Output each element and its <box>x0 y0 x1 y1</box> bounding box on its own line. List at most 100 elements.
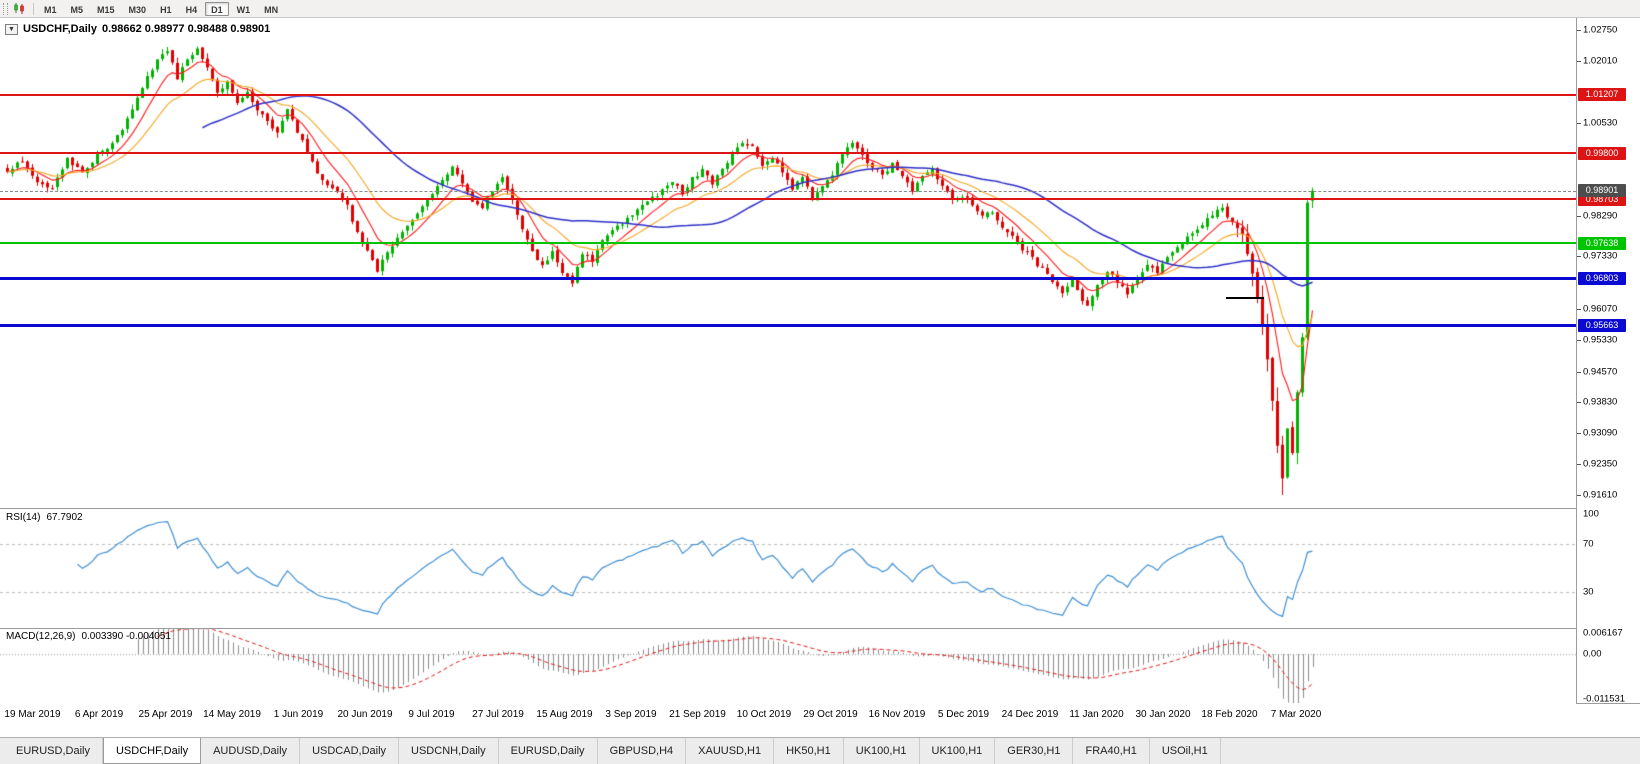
date-label: 14 May 2019 <box>203 709 261 720</box>
current-price-line <box>0 190 1576 192</box>
date-label: 18 Feb 2020 <box>1201 709 1258 720</box>
date-label: 21 Sep 2019 <box>669 709 726 720</box>
trendline-segment[interactable] <box>1226 297 1264 300</box>
macd-panel-separator[interactable] <box>0 628 1640 629</box>
chart-objects-layer <box>0 93 1576 328</box>
price-tick-label: 1.00530 <box>1583 117 1618 129</box>
price-tick-mark <box>1577 495 1581 497</box>
toolbar-grip[interactable] <box>3 2 8 15</box>
price-tick-label: 0.91610 <box>1583 489 1618 501</box>
date-label: 29 Oct 2019 <box>803 709 858 720</box>
date-label: 30 Jan 2020 <box>1135 709 1191 720</box>
timeframe-button-h4[interactable]: H4 <box>185 4 198 15</box>
date-label: 15 Aug 2019 <box>536 709 593 720</box>
date-label: 6 Apr 2019 <box>74 709 124 720</box>
support-line[interactable] <box>0 324 1576 328</box>
price-badge-support: 0.96803 <box>1578 271 1626 285</box>
date-label: 24 Dec 2019 <box>1001 709 1059 720</box>
resistance-line[interactable] <box>0 198 1576 201</box>
chart-tab-audusd-daily[interactable]: AUDUSD,Daily <box>201 738 301 764</box>
chart-tab-eurusd-daily[interactable]: EURUSD,Daily <box>498 738 598 764</box>
timeframe-button-h1[interactable]: H1 <box>160 4 172 15</box>
price-badge-support: 0.95663 <box>1578 319 1626 333</box>
collapse-indicators-button[interactable]: ▼ <box>5 23 18 35</box>
price-tick-label: 0.93090 <box>1583 427 1618 439</box>
chart-tab-usdcad-daily[interactable]: USDCAD,Daily <box>300 738 400 764</box>
price-tick-mark <box>1577 433 1581 435</box>
chart-tab-uk100-h1[interactable]: UK100,H1 <box>843 738 920 764</box>
chart-tab-hk50-h1[interactable]: HK50,H1 <box>774 738 844 764</box>
chart-tab-xauusd-h1[interactable]: XAUUSD,H1 <box>686 738 775 764</box>
macd-indicator-canvas[interactable] <box>0 628 1576 703</box>
date-label: 16 Nov 2019 <box>868 709 926 720</box>
price-badge-resistance: 1.01207 <box>1578 88 1626 101</box>
macd-scale-label: 0.00 <box>1583 648 1602 660</box>
price-badge-support: 0.97638 <box>1578 236 1626 250</box>
price-tick-mark <box>1577 60 1581 62</box>
date-axis[interactable]: 19 Mar 2019 6 Apr 2019 25 Apr 2019 14 May 2… <box>0 703 1576 737</box>
support-line[interactable] <box>0 242 1576 245</box>
timeframe-button-m1[interactable]: M1 <box>44 4 57 15</box>
timeframe-toolbar: M1 M5 M15 M30 H1 H4 D1 W1 MN <box>0 0 1640 18</box>
chart-tab-eurusd-daily[interactable]: EURUSD,Daily <box>4 738 103 764</box>
chart-tab-fra40-h1[interactable]: FRA40,H1 <box>1073 738 1150 764</box>
rsi-indicator-canvas[interactable] <box>0 508 1576 628</box>
rsi-name: RSI(14) <box>6 512 41 523</box>
rsi-scale-label: 30 <box>1583 586 1594 598</box>
price-tick-label: 0.94570 <box>1583 366 1618 378</box>
toolbar-separator <box>33 2 34 15</box>
rsi-panel-separator[interactable] <box>0 508 1640 509</box>
timeframe-button-m30[interactable]: M30 <box>128 4 147 15</box>
price-tick-label: 0.96070 <box>1583 303 1618 315</box>
chart-tab-gbpusd-h4[interactable]: GBPUSD,H4 <box>597 738 687 764</box>
date-label: 1 Jun 2019 <box>273 709 324 720</box>
support-line[interactable] <box>0 276 1576 280</box>
date-label: 27 Jul 2019 <box>472 709 524 720</box>
chart-tab-usdcnh-daily[interactable]: USDCNH,Daily <box>399 738 499 764</box>
price-tick-mark <box>1577 216 1581 218</box>
price-tick-mark <box>1577 30 1581 32</box>
resistance-line[interactable] <box>0 152 1576 155</box>
price-axis-separator <box>1576 18 1577 703</box>
date-label: 9 Jul 2019 <box>408 709 455 720</box>
candlestick-chart-canvas[interactable] <box>0 18 1576 508</box>
timeframe-button-d1[interactable]: D1 <box>205 1 229 16</box>
timeframe-button-w1[interactable]: W1 <box>236 4 251 15</box>
timeframe-button-m5[interactable]: M5 <box>70 4 84 15</box>
price-tick-mark <box>1577 402 1581 404</box>
chart-tab-usdchf-daily[interactable]: USDCHF,Daily <box>102 738 202 764</box>
price-tick-mark <box>1577 464 1581 466</box>
date-label: 11 Jan 2020 <box>1069 709 1124 720</box>
date-label: 5 Dec 2019 <box>937 709 990 720</box>
rsi-scale-label: 70 <box>1583 538 1594 550</box>
price-tick-mark <box>1577 122 1581 124</box>
chart-tab-ger30-h1[interactable]: GER30,H1 <box>995 738 1074 764</box>
timeframe-buttons: M1 M5 M15 M30 H1 H4 D1 W1 MN <box>38 1 284 16</box>
timeframe-button-m15[interactable]: M15 <box>97 4 115 15</box>
chart-ohlc-values: 0.98662 0.98977 0.98488 0.98901 <box>101 23 271 35</box>
macd-header: MACD(12,26,9) 0.003390 -0.004051 <box>6 631 171 642</box>
rsi-header: RSI(14) 67.7902 <box>6 512 83 523</box>
price-tick-label: 0.93830 <box>1583 396 1618 408</box>
price-badge-current: 0.98901 <box>1578 184 1626 198</box>
rsi-scale-label: 100 <box>1583 508 1599 520</box>
date-label: 25 Apr 2019 <box>138 709 193 720</box>
chart-tab-uk100-h1[interactable]: UK100,H1 <box>919 738 996 764</box>
chart-tab-usoil-h1[interactable]: USOil,H1 <box>1149 738 1221 764</box>
macd-name: MACD(12,26,9) <box>6 631 76 642</box>
chart-tabs-bar: EURUSD,Daily USDCHF,Daily AUDUSD,Daily USDC… <box>0 737 1640 764</box>
price-tick-label: 1.02010 <box>1583 55 1618 67</box>
resistance-line[interactable] <box>0 93 1576 96</box>
price-tick-label: 1.02750 <box>1583 24 1618 36</box>
macd-scale-label: 0.006167 <box>1583 627 1623 639</box>
price-tick-mark <box>1577 371 1581 373</box>
timeframe-button-mn[interactable]: MN <box>264 4 279 15</box>
chart-icon[interactable] <box>11 2 29 16</box>
price-axis[interactable]: 1.02750 1.02010 1.00530 0.98290 0.97330 0.960… <box>1577 18 1640 705</box>
price-tick-label: 0.98290 <box>1583 210 1618 222</box>
rsi-value: 67.7902 <box>46 512 83 523</box>
price-tick-label: 0.95330 <box>1583 334 1618 346</box>
date-label: 3 Sep 2019 <box>605 709 657 720</box>
chart-symbol-period: USDCHF,Daily <box>23 23 97 35</box>
